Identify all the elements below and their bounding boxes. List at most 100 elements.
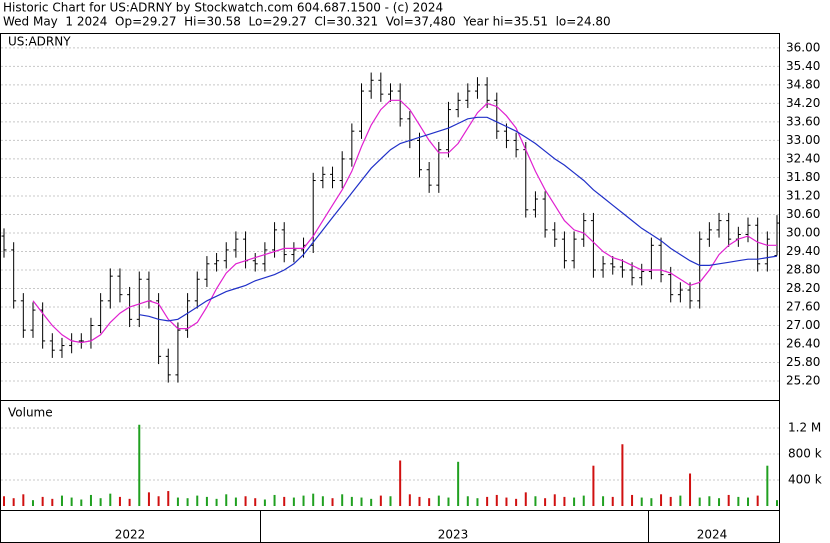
volume-bar (292, 497, 295, 506)
y-tick-label: 28.20 (786, 281, 820, 295)
volume-bar (698, 497, 701, 506)
year-label: 2024 (697, 528, 728, 542)
volume-bar (31, 500, 34, 506)
volume-bar (350, 496, 353, 506)
volume-bar (138, 424, 141, 506)
volume-bar (399, 460, 402, 506)
volume-bar (611, 496, 614, 506)
volume-bar (118, 496, 121, 506)
volume-bar (718, 498, 721, 506)
volume-bar (80, 499, 83, 506)
volume-bar (51, 498, 54, 506)
volume-bar (660, 494, 663, 506)
volume-bar (650, 498, 653, 506)
volume-bar (476, 498, 479, 506)
chart-title: Historic Chart for US:ADRNY by Stockwatc… (3, 1, 443, 15)
volume-bar (776, 500, 778, 506)
volume-bar (573, 497, 576, 506)
y-tick-label: 31.80 (786, 170, 820, 184)
volume-bar (167, 491, 170, 506)
y2-tick-label: 800 k (788, 447, 822, 461)
volume-label: Volume (8, 406, 53, 420)
volume-bar (408, 494, 411, 506)
volume-bar (640, 497, 643, 506)
volume-bar (302, 495, 305, 506)
y-tick-label: 30.60 (786, 207, 820, 221)
volume-bar (186, 498, 189, 506)
volume-bar (727, 494, 730, 506)
volume-bar (128, 498, 131, 506)
volume-bar (312, 493, 315, 506)
volume-bar (234, 497, 237, 506)
volume-bar (534, 496, 537, 506)
y-tick-label: 27.00 (786, 318, 820, 332)
year-label: 2022 (115, 528, 146, 542)
volume-bar (679, 495, 682, 506)
volume-bar (205, 496, 208, 506)
volume-bar (756, 495, 759, 506)
volume-bar (631, 494, 634, 506)
y2-tick-label: 400 k (788, 473, 822, 487)
volume-bar (12, 498, 15, 506)
volume-bar (737, 496, 740, 506)
y-tick-label: 27.60 (786, 300, 820, 314)
volume-bar (544, 498, 547, 506)
moving-average-line (32, 99, 777, 344)
volume-bar (495, 494, 498, 506)
volume-bar (592, 465, 595, 506)
volume-bar (341, 494, 344, 506)
volume-bar (708, 496, 711, 506)
y-tick-label: 25.20 (786, 374, 820, 388)
volume-bar (263, 499, 266, 506)
volume-bar (89, 494, 92, 506)
volume-bar (447, 497, 450, 506)
y-tick-label: 35.40 (786, 59, 820, 73)
volume-bar (331, 498, 334, 506)
volume-bar (524, 492, 527, 506)
volume-bar (99, 498, 102, 506)
volume-bar (254, 498, 257, 506)
y-tick-label: 26.40 (786, 337, 820, 351)
year-label: 2023 (438, 528, 469, 542)
volume-bar (669, 496, 672, 506)
volume-bar (379, 495, 382, 506)
volume-bar (3, 496, 5, 506)
volume-bar (437, 495, 440, 506)
y-tick-label: 28.80 (786, 262, 820, 276)
y-tick-label: 34.80 (786, 77, 820, 91)
volume-bar (515, 498, 518, 506)
volume-bar (689, 473, 692, 506)
volume-bar (41, 496, 44, 506)
y2-tick-label: 1.2 M (788, 421, 821, 435)
volume-bar (602, 496, 605, 506)
moving-average-line (139, 116, 778, 322)
y-tick-label: 33.00 (786, 133, 820, 147)
chart-subtitle: Wed May 1 2024 Op=29.27 Hi=30.58 Lo=29.2… (3, 15, 611, 29)
volume-bar (22, 494, 25, 506)
y-tick-label: 33.60 (786, 114, 820, 128)
volume-bar (196, 495, 199, 506)
volume-bar (563, 496, 566, 506)
y-tick-label: 32.40 (786, 151, 820, 165)
volume-bar (70, 497, 73, 506)
volume-bar (428, 498, 431, 506)
volume-bar (418, 496, 421, 506)
y-tick-label: 36.00 (786, 40, 820, 54)
y-tick-label: 30.00 (786, 225, 820, 239)
volume-bar (457, 461, 460, 506)
volume-bar (486, 496, 489, 506)
volume-bar (244, 496, 247, 506)
volume-bar (147, 492, 150, 506)
volume-bar (553, 494, 556, 506)
y-tick-label: 31.20 (786, 188, 820, 202)
volume-bar (747, 497, 750, 506)
volume-bar (215, 498, 218, 506)
volume-bar (389, 496, 392, 506)
volume-bar (283, 496, 286, 506)
volume-bar (321, 496, 324, 506)
volume-bar (360, 497, 363, 506)
volume-bar (582, 495, 585, 506)
volume-bar (370, 498, 373, 506)
